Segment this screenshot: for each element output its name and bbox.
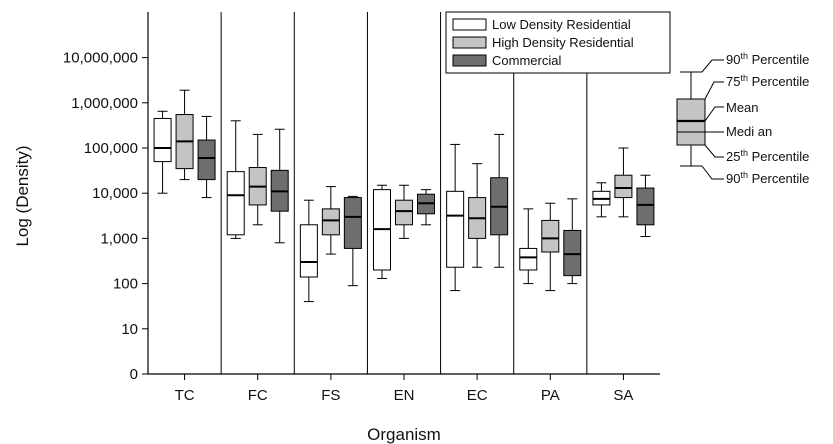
box-fc-series-1: [248, 133, 267, 226]
percentile-key: 90th Percentile 75th Percentile Mean Med…: [676, 51, 809, 186]
x-tick-label: PA: [541, 387, 560, 404]
x-axis-title: Organism: [367, 425, 441, 444]
box-ec-series-0: [446, 143, 465, 292]
key-leader-p25: [704, 144, 724, 158]
key-leader-mean: [704, 106, 724, 122]
box-sa-series-2: [636, 174, 655, 238]
key-label-p75: 75th Percentile: [726, 73, 809, 89]
y-tick-label: 10,000,000: [63, 50, 138, 67]
box-ec-series-1: [468, 163, 487, 268]
legend-swatch-high-density: [452, 36, 487, 49]
box-en-series-1: [395, 184, 413, 239]
key-leader-p90-bottom: [701, 165, 724, 180]
box-fc-series-2: [270, 128, 289, 244]
key-leader-p75: [704, 81, 724, 100]
box-tc-series-2: [197, 115, 216, 199]
y-axis-title: Log (Density): [13, 145, 32, 246]
box-sa-series-1: [614, 147, 633, 218]
legend-swatch-low-density: [452, 18, 487, 31]
box-tc-series-0: [153, 110, 172, 194]
iqr-box: [226, 171, 245, 236]
legend-label-low-density: Low Density Residential: [492, 17, 631, 32]
y-tick-label: 100,000: [84, 140, 138, 157]
iqr-box: [563, 229, 582, 277]
box-pa-series-2: [563, 198, 582, 285]
iqr-box: [636, 187, 655, 226]
y-tick-label: 0: [130, 366, 138, 383]
y-tick-label: 100: [113, 276, 138, 293]
box-pa-series-1: [541, 202, 560, 292]
y-tick-label: 10: [121, 321, 138, 338]
iqr-box: [614, 174, 633, 199]
key-label-median: Medi an: [726, 124, 772, 139]
legend-swatch-commercial: [452, 54, 487, 67]
y-tick-label: 1,000,000: [71, 95, 138, 112]
key-label-p90-top: 90th Percentile: [726, 51, 809, 67]
y-tick-label: 10,000: [92, 185, 138, 202]
x-ticks: TC FC FS EN EC PA SA: [175, 374, 633, 404]
key-leader-p90-top: [701, 59, 724, 73]
box-sa-series-0: [592, 182, 611, 218]
x-tick-label: FC: [248, 387, 268, 404]
iqr-box: [446, 190, 465, 268]
box-en-series-0: [373, 184, 391, 279]
y-tick-label: 1,000: [100, 230, 138, 247]
key-label-p25: 25th Percentile: [726, 148, 809, 164]
box-ec-series-2: [490, 133, 509, 268]
iqr-box: [153, 117, 172, 163]
box-en-series-2: [417, 189, 435, 226]
key-label-p90-bottom: 90th Percentile: [726, 170, 809, 186]
iqr-box: [395, 199, 413, 226]
boxes: [153, 89, 655, 303]
legend: Low Density Residential High Density Res…: [445, 11, 671, 74]
x-tick-label: TC: [175, 387, 195, 404]
y-ticks: 0 10 100 1,000 10,000 100,000 1,000,000 10,000,…: [63, 50, 148, 383]
box-fs-series-1: [321, 186, 340, 255]
legend-label-commercial: Commercial: [492, 53, 561, 68]
iqr-box: [321, 208, 340, 236]
legend-label-high-density: High Density Residential: [492, 35, 634, 50]
box-pa-series-0: [519, 208, 538, 285]
x-tick-label: SA: [613, 387, 633, 404]
box-fc-series-0: [226, 120, 245, 239]
iqr-box: [541, 219, 560, 253]
box-fs-series-2: [343, 195, 362, 287]
key-label-mean: Mean: [726, 100, 759, 115]
x-tick-label: EN: [394, 387, 415, 404]
x-tick-label: EC: [467, 387, 488, 404]
x-tick-label: FS: [321, 387, 340, 404]
iqr-box: [343, 197, 362, 249]
box-fs-series-0: [299, 199, 318, 303]
iqr-box: [299, 224, 318, 278]
iqr-box: [519, 247, 538, 271]
iqr-box: [197, 139, 216, 181]
box-tc-series-1: [175, 89, 194, 181]
